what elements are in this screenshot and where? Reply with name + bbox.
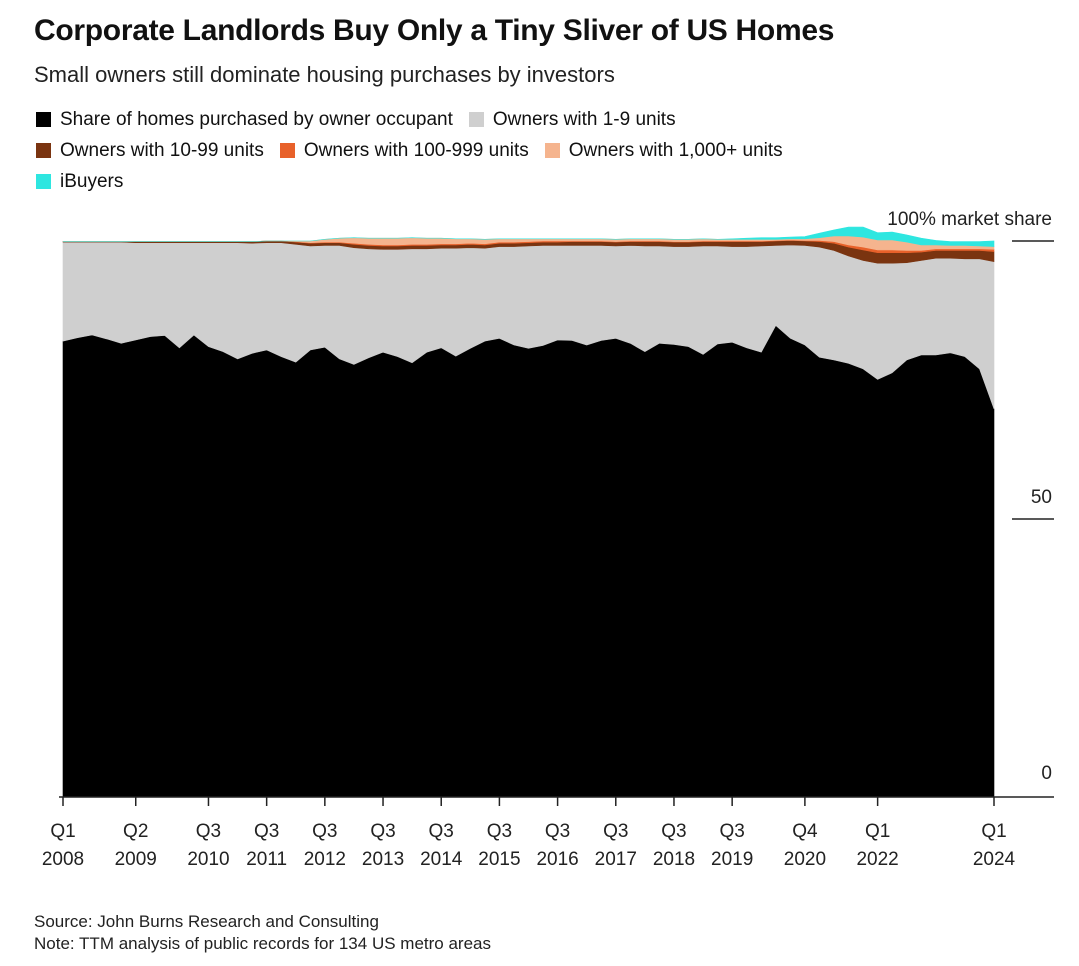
x-tick-label: Q3	[487, 821, 512, 842]
legend-row: Share of homes purchased by owner occupa…	[36, 104, 1046, 135]
area-series-owner-occupant	[62, 325, 995, 798]
x-tick-label: 2024	[973, 849, 1016, 870]
x-tick-label: 2009	[115, 849, 157, 870]
chart-subtitle: Small owners still dominate housing purc…	[34, 62, 615, 87]
x-tick-label: 2012	[304, 849, 346, 870]
x-tick-label: Q3	[603, 821, 628, 842]
chart-title: Corporate Landlords Buy Only a Tiny Sliv…	[34, 14, 835, 47]
x-tick-label: Q3	[719, 821, 744, 842]
x-tick-label: 2015	[478, 849, 520, 870]
x-tick-label: 2020	[784, 849, 826, 870]
x-tick-label: Q4	[792, 821, 818, 842]
x-tick-label: Q3	[661, 821, 686, 842]
legend-label-owner-occupant: Share of homes purchased by owner occupa…	[60, 109, 453, 130]
x-tick-label: Q3	[254, 821, 279, 842]
x-tick-label: 2018	[653, 849, 695, 870]
methodology-note: Note: TTM analysis of public records for…	[34, 934, 491, 953]
x-tick-label: 2022	[856, 849, 898, 870]
legend-swatch-1000-plus-units	[544, 143, 560, 158]
x-tick-label: Q1	[981, 821, 1006, 842]
x-tick-label: Q1	[50, 821, 75, 842]
source-note: Source: John Burns Research and Consulti…	[34, 912, 379, 931]
legend-swatch-owner-occupant	[36, 112, 51, 127]
legend-label-1-9-units: Owners with 1-9 units	[492, 109, 676, 130]
x-tick-label: Q3	[429, 821, 454, 842]
x-tick-label: 2016	[536, 849, 578, 870]
x-tick-label: 2008	[42, 849, 84, 870]
x-tick-label: 2019	[711, 849, 753, 870]
x-tick-label: Q2	[123, 821, 148, 842]
area-series-ibuyers	[63, 226, 995, 247]
x-tick-label: Q1	[865, 821, 890, 842]
y-tick-label: 100% market share	[887, 209, 1052, 230]
legend-swatch-ibuyers	[36, 174, 51, 189]
legend-row: iBuyers	[36, 166, 1046, 197]
legend-item-1-9-units: Owners with 1-9 units	[468, 104, 676, 135]
y-tick-label: 50	[1031, 487, 1052, 508]
x-tick-label: 2010	[187, 849, 229, 870]
legend-swatch-10-99-units	[36, 143, 51, 158]
footer: Source: John Burns Research and Consulti…	[34, 911, 491, 955]
x-tick-label: Q3	[312, 821, 337, 842]
legend-label-100-999-units: Owners with 100-999 units	[303, 140, 529, 161]
x-tick-label: 2013	[362, 849, 404, 870]
x-tick-label: Q3	[196, 821, 221, 842]
legend-label-ibuyers: iBuyers	[60, 171, 124, 192]
legend-item-1000-plus-units: Owners with 1,000+ units	[544, 135, 783, 166]
legend-swatch-1-9-units	[468, 112, 484, 127]
legend-label-10-99-units: Owners with 10-99 units	[60, 140, 264, 161]
y-tick-label: 0	[1041, 763, 1052, 784]
x-tick-label: 2011	[246, 849, 287, 870]
legend-swatch-100-999-units	[279, 143, 295, 158]
legend-item-100-999-units: Owners with 100-999 units	[279, 135, 529, 166]
legend-label-1000-plus-units: Owners with 1,000+ units	[568, 140, 783, 161]
legend-row: Owners with 10-99 units Owners with 100-…	[36, 135, 1046, 166]
legend-item-10-99-units: Owners with 10-99 units	[36, 135, 264, 166]
x-tick-label: Q3	[545, 821, 570, 842]
stacked-area-chart: 100% market share 50 0 Q1 2008 Q2 2009 Q3 2010 Q3…	[42, 209, 1054, 870]
x-tick-label: Q3	[370, 821, 395, 842]
legend-item-ibuyers: iBuyers	[36, 166, 123, 197]
legend-item-owner-occupant: Share of homes purchased by owner occupa…	[36, 104, 453, 135]
legend: Share of homes purchased by owner occupa…	[36, 104, 1046, 197]
x-tick-label: 2014	[420, 849, 463, 870]
x-tick-label: 2017	[595, 849, 637, 870]
